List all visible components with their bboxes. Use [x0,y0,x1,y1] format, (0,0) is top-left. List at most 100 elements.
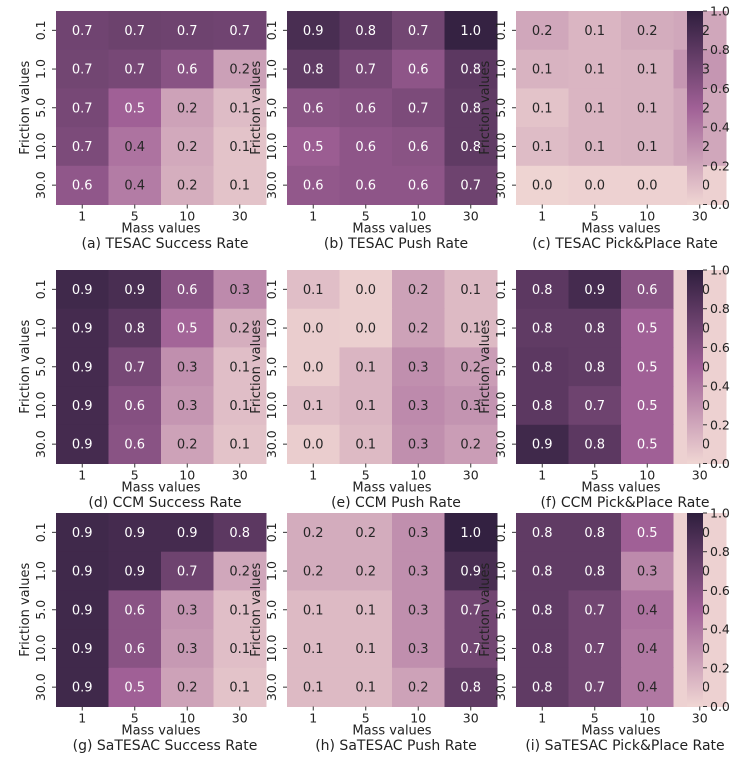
y-tick-label: 1.0 [493,59,508,79]
heatmap-cell [339,308,393,348]
heatmap-cell [213,424,267,464]
cell-value-label: 0.9 [72,283,93,298]
heatmap-cell [392,386,445,426]
cell-value-label: 0.1 [355,438,376,453]
cell-value-label: 0.9 [72,603,93,618]
heatmap-cell [392,165,445,205]
cell-value-label: 0.7 [72,140,93,155]
cell-value-label: 0.3 [408,565,429,580]
x-tick-label: 10 [179,209,195,224]
heatmap-cell [108,513,162,553]
x-tick-label: 1 [538,209,546,224]
heatmap-cell [161,165,214,205]
heatmap-cell [516,270,569,310]
heatmap-f: 0.80.90.60.00.80.80.50.00.80.80.50.00.80… [478,263,730,512]
x-tick-label: 1 [78,209,86,224]
heatmap-cell [161,11,214,51]
cell-value-label: 0.5 [124,101,145,116]
heatmap-cell [161,347,214,387]
heatmap-cell [516,165,569,205]
x-tick-label: 10 [410,468,426,483]
cell-value-label: 0.6 [303,101,324,116]
cell-value-label: 0.1 [355,399,376,414]
x-tick-label: 10 [410,209,426,224]
cell-value-label: 0.3 [408,526,429,541]
heatmap-cell [108,347,162,387]
heatmap-cell [392,629,445,669]
colorbar [687,513,703,707]
heatmap-cell [213,386,267,426]
heatmap-cell [287,127,340,167]
cell-value-label: 0.8 [584,565,605,580]
panel-caption: (i) SaTESAC Pick&Place Rate [525,738,724,754]
cell-value-label: 0.9 [460,565,481,580]
x-tick-label: 1 [309,711,317,726]
y-axis-title: Friction values [478,320,493,414]
heatmap-cell [621,270,674,310]
y-tick-label: 0.1 [264,20,279,40]
colorbar-tick-label: 0.4 [710,622,730,637]
heatmap-cell [392,667,445,707]
heatmap-cell [621,667,674,707]
cell-value-label: 0.6 [72,179,93,194]
heatmap-cell [621,424,674,464]
heatmap-cell [444,270,498,310]
colorbar-tick-label: 0.2 [710,158,730,173]
heatmap-cell [444,513,498,553]
heatmap-cell [621,165,674,205]
heatmap-cell [287,270,340,310]
heatmap-cell [339,49,393,89]
cell-value-label: 0.3 [460,399,481,414]
y-axis-title: Friction values [478,61,493,155]
cell-value-label: 0.6 [303,179,324,194]
heatmap-cell [392,551,445,591]
heatmap-cell [56,424,109,464]
cell-value-label: 0.1 [584,24,605,39]
y-tick-label: 30.0 [264,171,279,199]
heatmap-cell [339,424,393,464]
x-tick-label: 1 [538,711,546,726]
y-tick-label: 0.1 [33,279,48,299]
heatmap-cell [56,127,109,167]
cell-value-label: 0.1 [355,642,376,657]
cell-value-label: 0.1 [637,101,658,116]
heatmap-cell [568,308,622,348]
cell-value-label: 0.2 [177,681,198,696]
y-axis-title: Friction values [249,320,264,414]
heatmap-cell [213,347,267,387]
cell-value-label: 0.7 [460,179,481,194]
panel-caption: (e) CCM Push Rate [331,495,461,511]
heatmap-cell [213,513,267,553]
cell-value-label: 0.1 [303,603,324,618]
x-tick-label: 10 [179,468,195,483]
cell-value-label: 0.5 [637,399,658,414]
y-tick-label: 0.1 [493,522,508,542]
cell-value-label: 0.2 [303,526,324,541]
y-axis-title: Friction values [18,61,33,155]
heatmap-cell [568,88,622,128]
heatmap-cell [161,88,214,128]
heatmap-cell [444,11,498,51]
heatmap-cell [56,347,109,387]
cell-value-label: 0.4 [637,642,658,657]
cell-value-label: 0.7 [584,399,605,414]
heatmap-cell [56,629,109,669]
y-tick-label: 5.0 [493,600,508,620]
heatmap-cell [213,308,267,348]
x-tick-label: 30 [692,468,708,483]
cell-value-label: 0.8 [124,322,145,337]
cell-value-label: 0.8 [532,283,553,298]
x-tick-label: 10 [639,209,655,224]
heatmap-cell [621,49,674,89]
heatmap-cell [339,11,393,51]
cell-value-label: 1.0 [460,526,481,541]
cell-value-label: 0.8 [584,438,605,453]
cell-value-label: 0.7 [408,24,429,39]
cell-value-label: 0.4 [124,140,145,155]
heatmap-cell [621,127,674,167]
cell-value-label: 0.9 [72,399,93,414]
cell-value-label: 0.7 [460,642,481,657]
heatmap-cell [287,347,340,387]
heatmap-cell [392,308,445,348]
cell-value-label: 0.6 [408,63,429,78]
